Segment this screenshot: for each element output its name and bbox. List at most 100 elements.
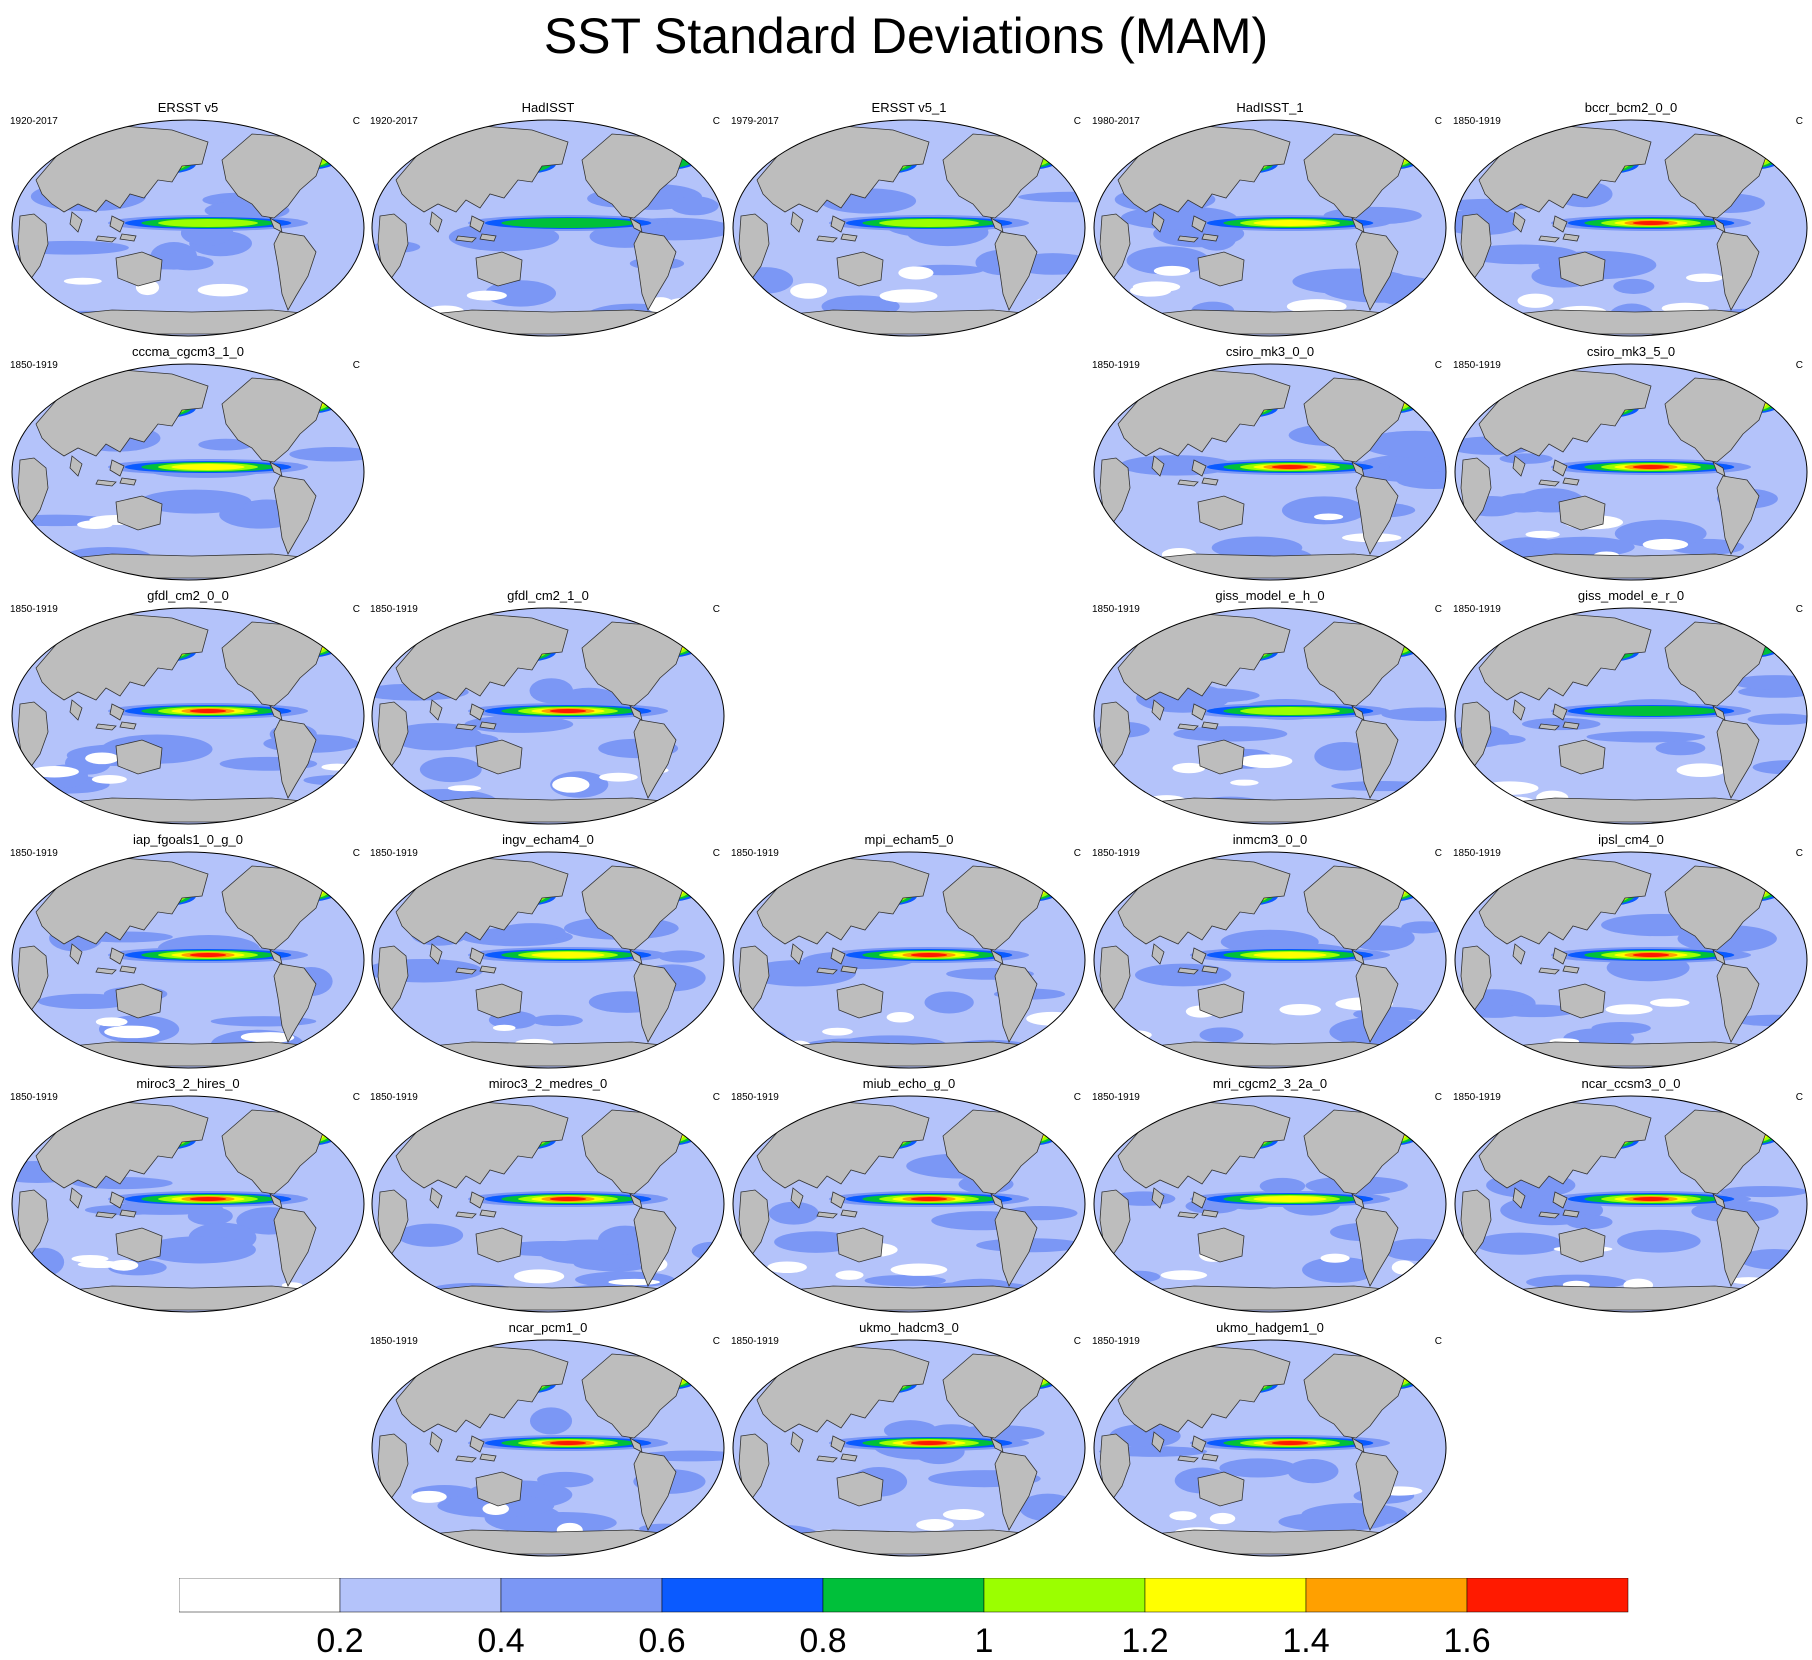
sst-contour	[1126, 246, 1210, 275]
sst-contour	[30, 766, 79, 778]
land-mass	[772, 309, 1055, 335]
land-mass	[816, 967, 838, 975]
world-map	[371, 1339, 725, 1557]
map-border	[732, 119, 1086, 337]
land-mass	[1032, 129, 1060, 155]
sst-contour	[529, 1407, 573, 1435]
map-border	[371, 607, 725, 825]
land-mass	[395, 1101, 569, 1189]
sst-contour	[411, 1490, 447, 1503]
sst-contour	[790, 283, 828, 299]
panel-years: 1850-1919	[1453, 604, 1501, 615]
land-mass	[1538, 235, 1560, 243]
sst-contour	[910, 1197, 948, 1201]
sst-contour	[1302, 1256, 1378, 1283]
map-panel: inmcm3_0_0 1850-1919 C	[1090, 832, 1450, 1072]
land-mass	[1197, 495, 1245, 531]
land-mass	[1716, 963, 1760, 1043]
land-mass	[1117, 1101, 1291, 1189]
land-mass	[1562, 477, 1580, 486]
land-mass	[35, 369, 209, 457]
sst-contour	[1732, 675, 1807, 690]
land-mass	[119, 965, 137, 974]
land-mass	[115, 495, 163, 531]
panel-title: HadISST_1	[1236, 100, 1304, 115]
land-mass	[1355, 719, 1399, 799]
world-map	[1093, 119, 1447, 337]
panel-title: gfdl_cm2_1_0	[507, 588, 589, 603]
panel-years: 1850-1919	[370, 1092, 418, 1103]
land-mass	[1494, 1285, 1777, 1311]
land-mass	[311, 129, 339, 155]
land-mass	[1494, 1041, 1777, 1067]
land-mass	[1478, 125, 1652, 213]
land-mass	[1512, 943, 1526, 965]
land-mass	[1191, 1191, 1207, 1209]
sst-contour	[910, 1441, 948, 1445]
sst-contour	[397, 1223, 464, 1247]
land-mass	[830, 215, 846, 233]
sst-contour	[1381, 707, 1446, 722]
panel-units: C	[712, 1336, 720, 1347]
panel-title: HadISST	[521, 100, 575, 115]
land-mass	[671, 617, 699, 643]
land-mass	[633, 719, 677, 799]
land-mass	[756, 857, 930, 945]
land-mass	[756, 1345, 930, 1433]
panel-years: 1980-2017	[1092, 116, 1140, 127]
panel-title: ERSST v5_1	[871, 100, 947, 115]
sst-contour	[1271, 1441, 1309, 1445]
land-mass	[109, 215, 125, 233]
land-mass	[1099, 1189, 1131, 1257]
colorbar-segment	[822, 1578, 985, 1613]
sst-contour	[1614, 519, 1707, 548]
land-mass	[816, 1455, 838, 1463]
chart-title: SST Standard Deviations (MAM)	[543, 8, 1269, 64]
sst-contour	[171, 464, 245, 470]
land-mass	[1716, 1207, 1760, 1287]
world-map	[1454, 119, 1808, 337]
land-mass	[479, 965, 497, 974]
panel-years: 1850-1919	[10, 848, 58, 859]
sst-contour	[1281, 496, 1367, 525]
sst-contour	[1173, 726, 1288, 742]
land-mass	[475, 251, 523, 287]
sst-contour	[1389, 546, 1446, 561]
land-mass	[95, 235, 117, 243]
land-mass	[1201, 1209, 1219, 1218]
land-mass	[1393, 129, 1421, 155]
sst-contour	[549, 1441, 587, 1445]
land-mass	[51, 1041, 334, 1067]
sst-contour	[1253, 1196, 1327, 1202]
sst-contour	[1496, 1004, 1577, 1018]
land-mass	[109, 459, 125, 477]
sst-contour	[1400, 542, 1446, 554]
panel-years: 1850-1919	[731, 848, 779, 859]
land-mass	[115, 739, 163, 775]
sst-contour	[198, 438, 254, 451]
land-mass	[1562, 233, 1580, 242]
sst-contour	[1036, 297, 1067, 305]
land-mass	[1460, 1189, 1492, 1257]
sst-contour	[1750, 1283, 1792, 1294]
map-border	[1093, 119, 1447, 337]
land-mass	[109, 947, 125, 965]
panel-title: miub_echo_g_0	[862, 1076, 956, 1091]
map-panel: gfdl_cm2_1_0 1850-1919 C	[368, 588, 728, 828]
sst-contour	[91, 775, 127, 784]
world-map	[371, 851, 725, 1069]
map-panel: iap_fgoals1_0_g_0 1850-1919 C	[8, 832, 368, 1072]
land-mass	[1355, 963, 1399, 1043]
map-border	[732, 851, 1086, 1069]
land-mass	[51, 1285, 334, 1311]
panel-title: ncar_ccsm3_0_0	[1581, 1076, 1681, 1091]
land-mass	[790, 211, 804, 233]
land-mass	[790, 1187, 804, 1209]
land-mass	[469, 215, 485, 233]
map-panel: bccr_bcm2_0_0 1850-1919 C	[1451, 100, 1811, 340]
panel-title: iap_fgoals1_0_g_0	[133, 832, 243, 847]
land-mass	[1460, 945, 1492, 1013]
land-mass	[1191, 1435, 1207, 1453]
land-mass	[455, 723, 477, 731]
land-mass	[1099, 1433, 1131, 1501]
